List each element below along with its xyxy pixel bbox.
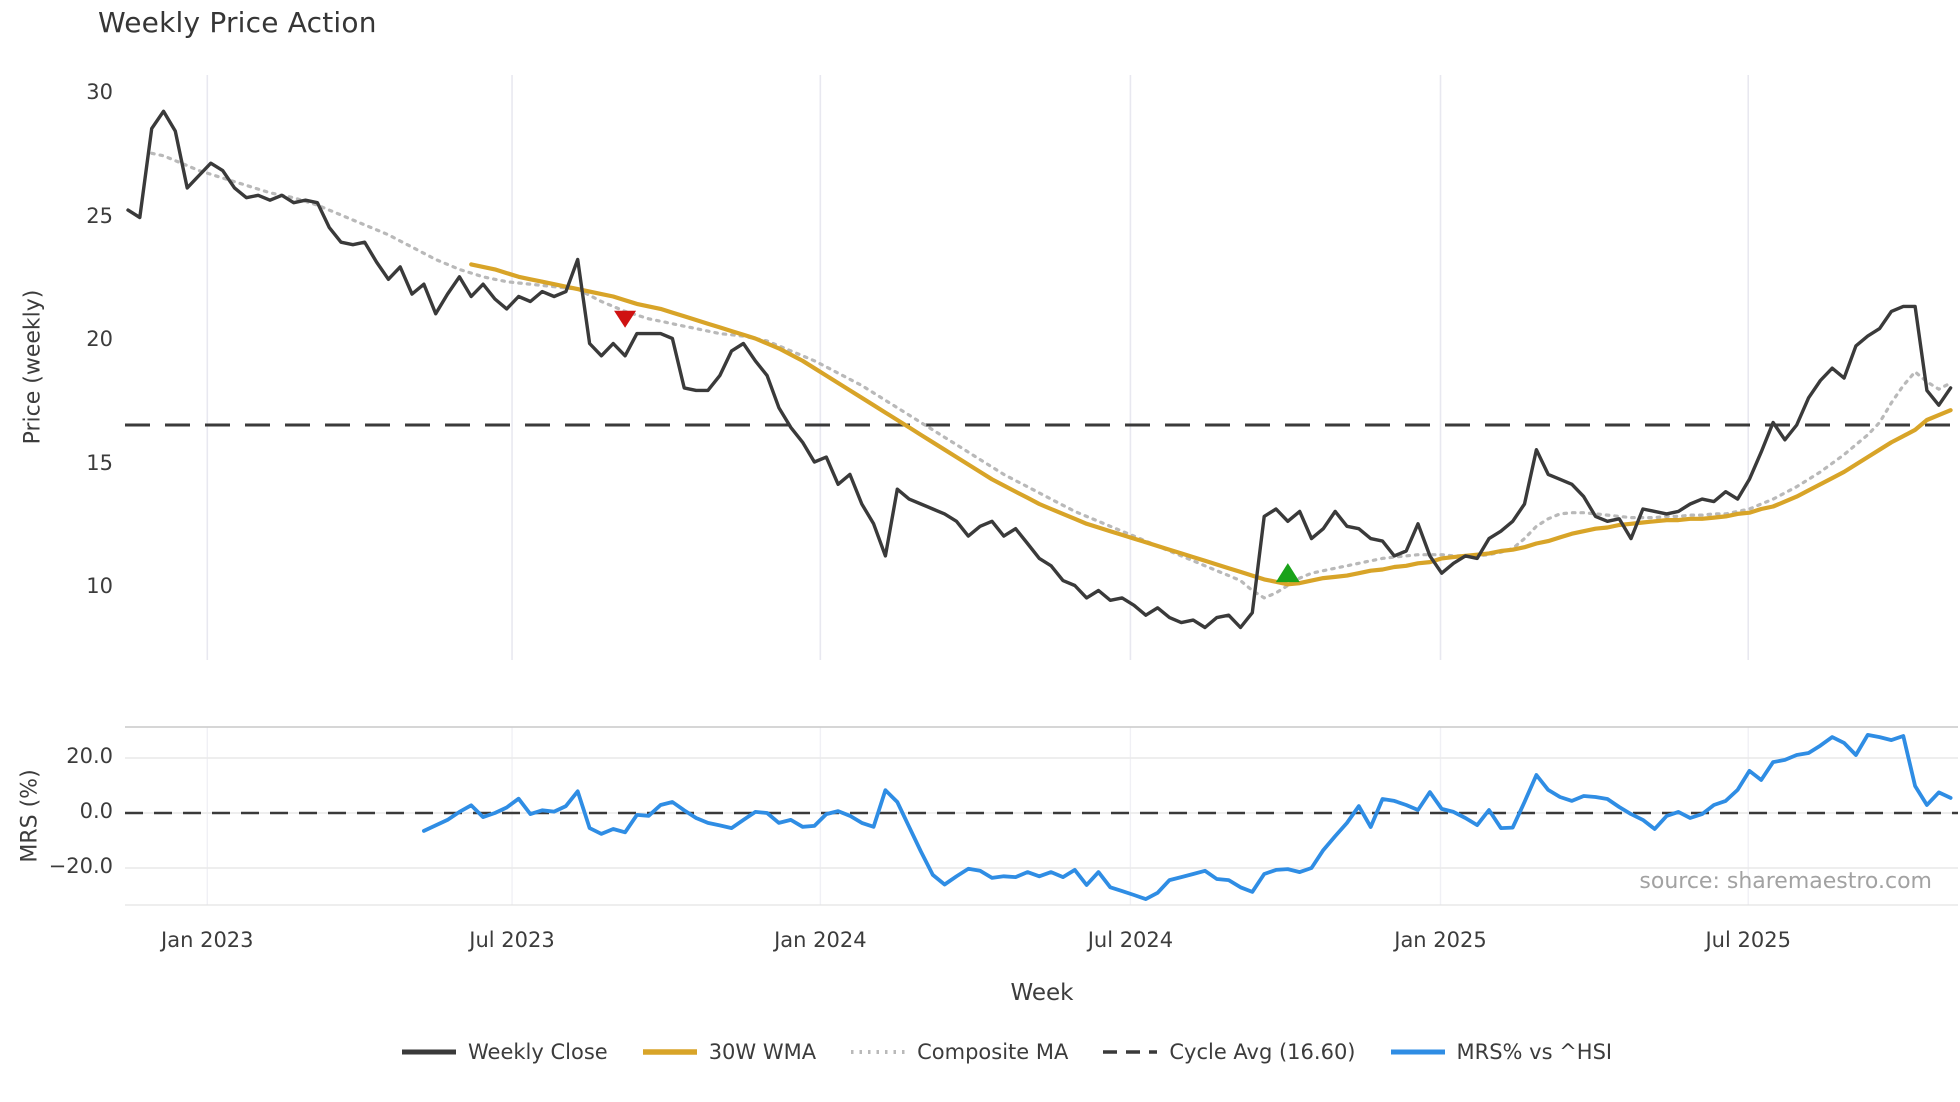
mrs-tick-label: −20.0 [48, 854, 113, 878]
chart-title: Weekly Price Action [98, 6, 377, 39]
price-tick-label: 30 [86, 80, 113, 104]
30w-wma-line [469, 262, 1953, 587]
mrs-tick-label: 20.0 [66, 744, 113, 768]
legend-item-mrs-vs-hsi: MRS% vs ^HSI [1389, 1040, 1613, 1064]
x-tick-label: Jan 2023 [161, 928, 254, 952]
weekly-close-line [126, 109, 1953, 630]
legend-item-composite-ma: Composite MA [849, 1040, 1068, 1064]
price-axis-label: Price (weekly) [20, 289, 46, 445]
legend-label: 30W WMA [708, 1040, 817, 1064]
legend-label: Weekly Close [468, 1040, 608, 1064]
buy-signal-marker [1275, 563, 1300, 583]
legend-label: Cycle Avg (16.60) [1169, 1040, 1356, 1064]
legend-line-sample [1103, 1050, 1158, 1054]
legend-label: MRS% vs ^HSI [1456, 1040, 1613, 1064]
legend: Weekly Close 30W WMA Composite MA Cycle Avg… [400, 1034, 1612, 1070]
price-tick-label: 15 [86, 450, 113, 475]
legend-line-sample [851, 1050, 906, 1054]
source-credit: source: sharemaestro.com [1639, 869, 1932, 894]
mrs-vs-hsi-line [421, 733, 1953, 901]
x-tick-label: Jan 2024 [774, 928, 867, 952]
legend-line-sample [642, 1049, 697, 1055]
x-tick-label: Jan 2025 [1394, 928, 1487, 952]
legend-label: Composite MA [917, 1040, 1069, 1064]
mrs-tick-label: 0.0 [79, 799, 113, 823]
price-tick-label: 10 [86, 574, 113, 598]
legend-item-weekly-close: Weekly Close [400, 1040, 608, 1064]
x-tick-label: Jul 2023 [469, 928, 555, 952]
legend-line-sample [1390, 1049, 1445, 1055]
price-tick-label: 25 [86, 203, 113, 228]
sell-signal-marker [614, 310, 637, 328]
legend-item-30w-wma: 30W WMA [641, 1040, 816, 1064]
legend-line-sample [402, 1049, 456, 1055]
x-tick-label: Jul 2025 [1705, 928, 1791, 952]
price-tick-label: 20 [86, 327, 113, 351]
legend-item-cycle-avg-16-60-: Cycle Avg (16.60) [1101, 1040, 1356, 1064]
x-axis-label: Week [1010, 980, 1074, 1006]
x-tick-label: Jul 2024 [1087, 928, 1174, 952]
composite-ma-line [150, 151, 1953, 600]
